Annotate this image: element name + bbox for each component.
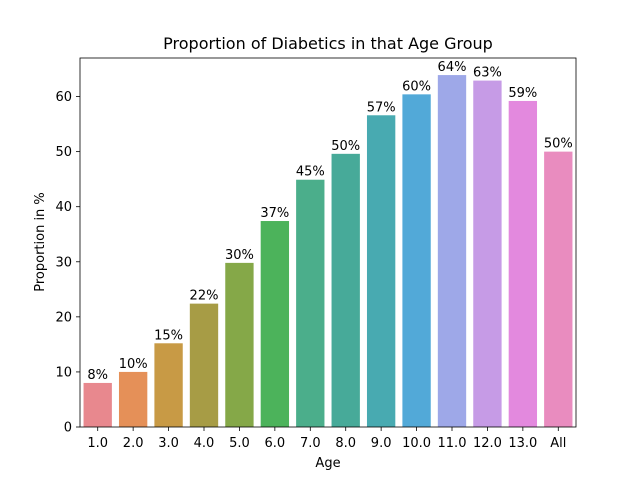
x-tick-label: 7.0 — [300, 436, 321, 451]
y-tick-label: 40 — [55, 200, 72, 215]
bar-13.0 — [508, 100, 538, 428]
bar-data-label: 59% — [508, 86, 537, 101]
bar-4.0 — [189, 303, 219, 427]
x-tick-label: 8.0 — [335, 436, 356, 451]
bar-data-label: 60% — [402, 79, 431, 94]
x-tick-label: 1.0 — [87, 436, 108, 451]
bar-3.0 — [154, 343, 183, 427]
bar-data-label: 10% — [119, 357, 148, 372]
bar-data-label: 30% — [225, 248, 254, 263]
bar-6.0 — [260, 221, 290, 427]
bar-10.0 — [402, 94, 431, 428]
bar-12.0 — [473, 80, 502, 427]
bar-data-label: 50% — [331, 139, 360, 154]
bar-2.0 — [118, 371, 148, 427]
x-tick-label: 12.0 — [473, 436, 502, 451]
x-tick-label: 3.0 — [158, 436, 179, 451]
x-tick-label: 11.0 — [438, 436, 467, 451]
x-axis-title: Age — [315, 456, 340, 471]
y-tick-label: 20 — [55, 310, 72, 325]
x-tick-label: 6.0 — [265, 436, 286, 451]
bar-8.0 — [331, 153, 360, 428]
bar-5.0 — [225, 262, 254, 427]
x-tick-label: 2.0 — [123, 436, 144, 451]
y-tick-label: 0 — [64, 421, 72, 436]
bar-data-label: 15% — [154, 328, 183, 343]
bar-data-label: 64% — [438, 60, 467, 75]
bar-11.0 — [437, 75, 467, 428]
bar-1.0 — [83, 382, 112, 427]
bar-data-label: 22% — [190, 289, 219, 304]
x-tick-label: All — [550, 436, 566, 451]
plot-area: 8% 1.0 10% 2.0 15% 3.0 22% 4.0 30% 5.0 37% 6.0 45% 7.… — [55, 57, 577, 451]
bar-data-label: 45% — [296, 165, 325, 180]
x-tick-label: 13.0 — [508, 436, 537, 451]
chart-title: Proportion of Diabetics in that Age Grou… — [163, 34, 493, 53]
x-tick-label: 10.0 — [402, 436, 431, 451]
bar-data-label: 50% — [544, 137, 573, 152]
y-axis-title: Proportion in % — [33, 192, 48, 292]
y-tick-label: 60 — [55, 90, 72, 105]
bar-9.0 — [366, 115, 396, 427]
bar-7.0 — [296, 179, 325, 427]
x-tick-label: 5.0 — [229, 436, 250, 451]
bar-data-label: 57% — [367, 100, 396, 115]
bar-All — [544, 151, 573, 427]
bar-data-label: 63% — [473, 66, 502, 81]
y-tick-label: 10 — [55, 365, 72, 380]
y-tick-label: 30 — [55, 255, 72, 270]
plot-frame — [79, 57, 577, 428]
bar-data-label: 37% — [260, 206, 289, 221]
x-tick-label: 9.0 — [371, 436, 392, 451]
x-tick-label: 4.0 — [194, 436, 215, 451]
bar-data-label: 8% — [87, 368, 108, 383]
y-tick-label: 50 — [55, 145, 72, 160]
